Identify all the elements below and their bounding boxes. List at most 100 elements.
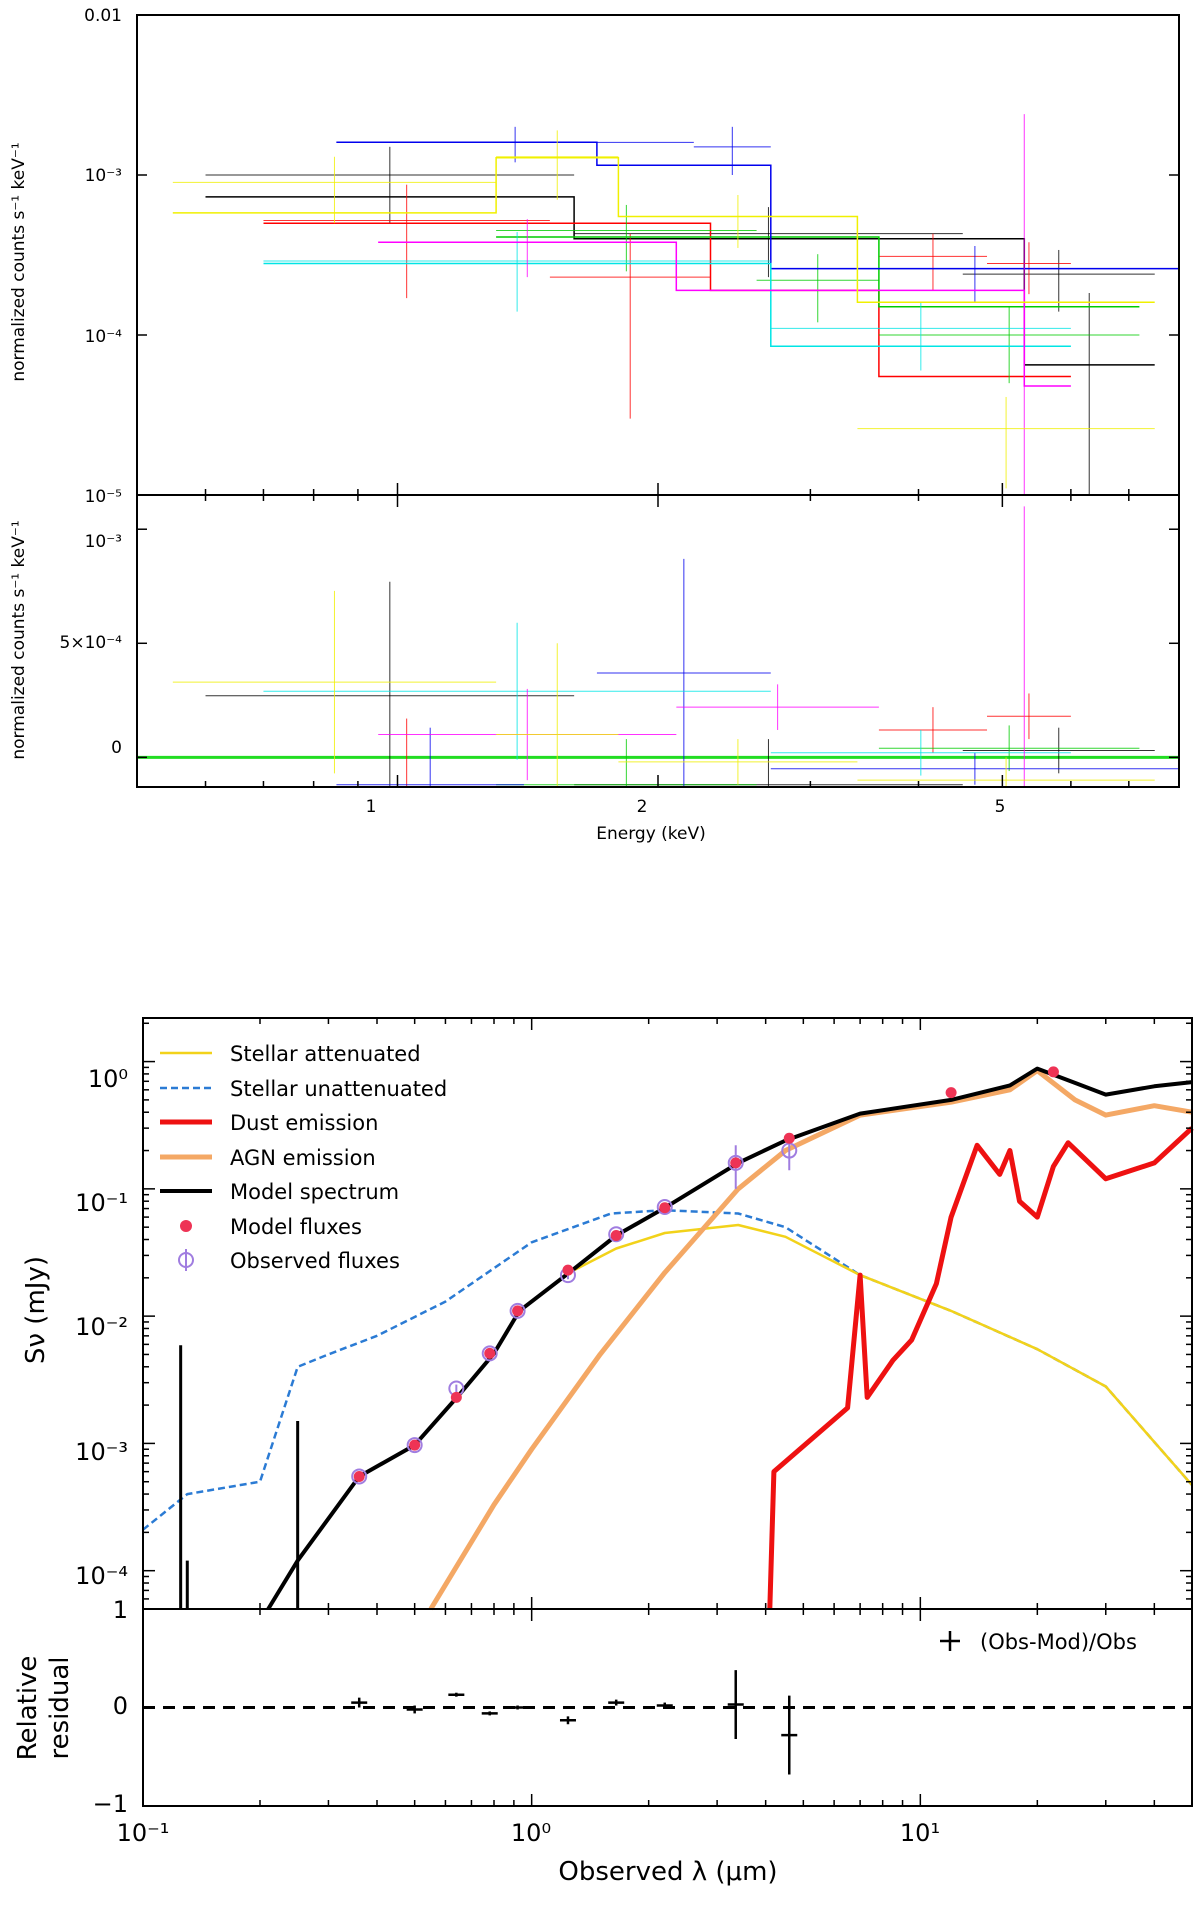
- sed-line-stellar-attenuated: [358, 1223, 1193, 1486]
- xray-data-point-red: [263, 184, 550, 299]
- xray-resid-point-cyan: [263, 622, 771, 760]
- xray-top-plot-area: [172, 114, 1179, 495]
- sed-legend: Stellar attenuated Stellar unattenuated …: [160, 1042, 447, 1273]
- xray-xtick-0: 1: [366, 797, 377, 817]
- xray-resid-point-red: [987, 693, 1071, 740]
- xray-xtick-1: 2: [637, 797, 648, 817]
- sed-model-flux-point: [562, 1264, 574, 1276]
- xray-resid-point-red: [878, 707, 988, 753]
- sed-model-flux-point: [610, 1230, 622, 1242]
- xray-resid-point-yellow: [618, 739, 858, 785]
- xray-xlabel: Energy (keV): [596, 824, 706, 844]
- sed-observed-flux-marker: [351, 1468, 368, 1485]
- sed-xtick-2: 10¹: [900, 1819, 940, 1847]
- xray-data-point-cyan: [263, 232, 771, 312]
- sed-model-flux-point: [409, 1439, 421, 1451]
- sed-residual-point: [509, 1705, 526, 1710]
- xray-ytick-top-3: 10⁻⁵: [85, 487, 122, 507]
- xray-resid-point-green: [496, 739, 757, 787]
- xray-data-point-green: [756, 254, 879, 323]
- sed-ytick-2: 10⁻²: [75, 1313, 128, 1341]
- sed-model-flux-point: [730, 1157, 742, 1169]
- sed-residual-point: [406, 1705, 423, 1714]
- sed-residual-point: [481, 1711, 498, 1716]
- xray-data-point-red: [878, 233, 988, 291]
- sed-residual-point: [781, 1695, 798, 1775]
- resid-legend: (Obs-Mod)/Obs: [940, 1630, 1137, 1654]
- sed-resid-ylabel-line1: Relative: [13, 1656, 43, 1761]
- xray-model-yellow: [172, 157, 1155, 304]
- sed-plot-area: [142, 1066, 1194, 1611]
- xray-ytick-top-2: 10⁻⁴: [85, 327, 123, 347]
- legend-label-model-fluxes: Model fluxes: [230, 1215, 362, 1239]
- xray-xtick-2: 5: [995, 797, 1006, 817]
- sed-residual-point: [448, 1692, 465, 1697]
- xray-model-red: [263, 222, 1071, 378]
- xray-ylabel-bottom: normalized counts s⁻¹ keV⁻¹: [9, 520, 29, 759]
- legend-label-agn-emission: AGN emission: [230, 1146, 376, 1170]
- xray-data-point-yellow: [172, 156, 497, 224]
- xray-ylabel-top: normalized counts s⁻¹ keV⁻¹: [9, 142, 29, 381]
- sed-residual-point: [351, 1697, 368, 1708]
- sed-resid-ylabel-line2: residual: [45, 1656, 75, 1759]
- xray-top-frame: [136, 14, 1180, 496]
- sed-resid-ytick-2: −1: [93, 1790, 128, 1818]
- xray-ytick-top-1: 10⁻³: [85, 166, 122, 186]
- sed-ylabel: Sν (mJy): [21, 1256, 51, 1364]
- sed-residual-point: [656, 1702, 673, 1709]
- sed-observed-flux-marker: [656, 1199, 673, 1216]
- legend-label-observed-fluxes: Observed fluxes: [230, 1249, 400, 1273]
- legend-label-stellar-attenuated: Stellar attenuated: [230, 1042, 421, 1066]
- xray-model-cyan: [263, 262, 1071, 348]
- xray-resid-point-yellow: [172, 590, 497, 774]
- sed-ytick-1: 10⁻¹: [75, 1189, 128, 1217]
- sed-residual-frame: [142, 1608, 1193, 1807]
- resid-legend-marker: [940, 1631, 960, 1651]
- sed-xtick-0: 10⁻¹: [117, 1819, 170, 1847]
- xray-data-point-blue: [770, 245, 1179, 303]
- xray-resid-point-blue: [596, 558, 771, 787]
- sed-residual-point: [727, 1670, 744, 1740]
- xray-data-point-blue: [693, 126, 771, 175]
- xray-model-black: [205, 196, 1155, 366]
- sed-model-flux-point: [484, 1347, 496, 1359]
- legend-label-model-spectrum: Model spectrum: [230, 1180, 399, 1204]
- xray-ytick-bottom-0: 10⁻³: [85, 532, 122, 552]
- sed-model-flux-point: [783, 1132, 795, 1144]
- sed-observed-flux-marker: [481, 1345, 498, 1362]
- sed-ytick-0: 10⁰: [88, 1065, 128, 1093]
- xray-data-point-black: [962, 249, 1155, 312]
- legend-label-dust-emission: Dust emission: [230, 1111, 378, 1135]
- xray-resid-point-cyan: [770, 729, 1071, 776]
- xray-resid-point-magenta: [676, 684, 879, 730]
- sed-line-model-spectrum: [266, 1066, 1193, 1611]
- sed-ytick-3: 10⁻³: [75, 1438, 128, 1466]
- sed-model-flux-point: [945, 1087, 957, 1099]
- sed-resid-ytick-1: 0: [113, 1692, 128, 1720]
- xray-data-point-yellow: [496, 130, 619, 200]
- xray-resid-point-red: [263, 718, 550, 788]
- xray-resid-point-blue: [336, 727, 524, 787]
- xray-data-point-cyan: [770, 302, 1071, 371]
- sed-residual-point: [608, 1699, 625, 1706]
- sed-chart: 10⁰ 10⁻¹ 10⁻² 10⁻³ 10⁻⁴ 1 0 −1 10⁻¹ 10⁰ …: [13, 1017, 1194, 1887]
- sed-ytick-4: 10⁻⁴: [75, 1562, 128, 1590]
- xray-data-point-black: [574, 207, 963, 278]
- xray-data-point-green: [878, 306, 1140, 384]
- xray-model-green: [496, 236, 1140, 308]
- xray-data-point-red: [549, 233, 711, 419]
- legend-label-stellar-unattenuated: Stellar unattenuated: [230, 1077, 447, 1101]
- xray-data-point-magenta: [378, 219, 677, 278]
- xray-resid-point-black: [962, 727, 1155, 774]
- sed-line-dust-emission: [767, 1126, 1194, 1610]
- xray-resid-point-yellow: [496, 643, 619, 787]
- xray-data-point-yellow: [618, 194, 858, 248]
- xray-data-point-yellow: [857, 396, 1155, 489]
- sed-residual-plot-area: [143, 1670, 1192, 1775]
- sed-observed-flux-marker: [406, 1437, 423, 1454]
- sed-observed-flux-marker: [608, 1226, 625, 1243]
- legend-swatch-model-fluxes: [180, 1220, 192, 1232]
- xray-residual-plot-area: [137, 506, 1179, 788]
- sed-xtick-1: 10⁰: [511, 1819, 551, 1847]
